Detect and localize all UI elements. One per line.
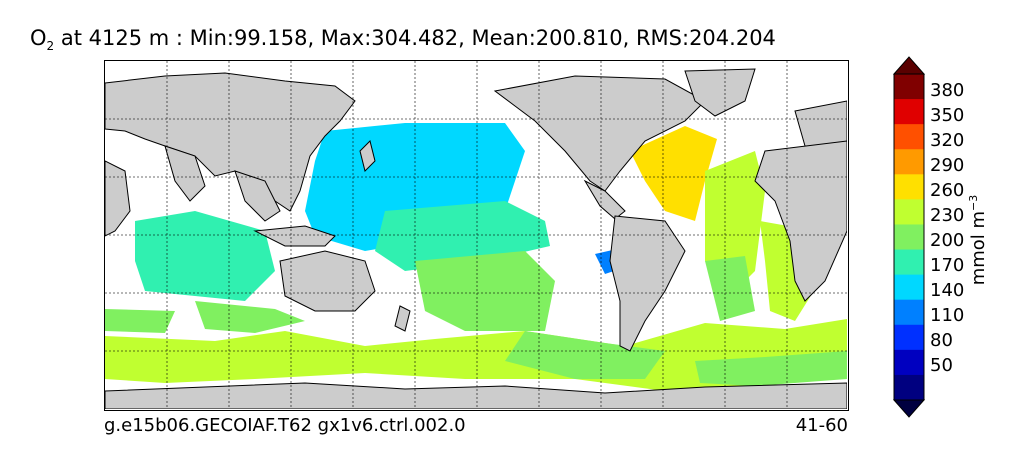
colorbar — [892, 56, 926, 418]
colorbar-block — [894, 249, 924, 276]
colorbar-tick-label: 230 — [930, 204, 965, 226]
graticule — [105, 61, 847, 409]
colorbar-block — [894, 149, 924, 175]
colorbar-tick-label: 320 — [930, 129, 965, 151]
colorbar-tick-label: 380 — [930, 79, 965, 101]
colorbar-tick-label: 170 — [930, 255, 965, 277]
land-africa — [754, 140, 847, 302]
ocean-field-southern-patch-a — [505, 331, 665, 379]
land-eurasia — [105, 72, 356, 212]
ocean-field-south-pacific — [415, 251, 555, 331]
year-range-caption: 41-60 — [795, 415, 848, 436]
ocean-field-southern-band — [105, 319, 847, 391]
land-new-zealand — [394, 305, 411, 332]
colorbar-block — [894, 324, 924, 351]
colorbar-extend-max — [892, 56, 926, 75]
land-north-america — [493, 75, 706, 192]
land-japan — [359, 140, 376, 172]
colorbar-unit-label: mmol m−3 — [967, 195, 989, 286]
colorbar-blocks — [892, 56, 926, 418]
colorbar-block — [894, 374, 924, 401]
land-south-america — [609, 215, 686, 352]
colorbar-block — [894, 124, 924, 150]
colorbar-block — [894, 74, 924, 100]
ocean-field-southern-patch-b — [695, 351, 847, 386]
colorbar-block — [894, 199, 924, 225]
colorbar-tick-label: 350 — [930, 104, 965, 126]
map-panel — [104, 60, 849, 411]
title-stats: at 4125 m : Min:99.158, Max:304.482, Mea… — [54, 26, 776, 50]
ocean-field-south-atlantic-central — [705, 256, 755, 321]
colorbar-block — [894, 99, 924, 125]
unit-exponent: −3 — [967, 194, 980, 211]
unit-main: mmol m — [968, 210, 989, 286]
colorbar-tick-label: 140 — [930, 280, 965, 302]
land-indonesia — [253, 225, 336, 247]
ocean-field-southern-patch-c — [105, 309, 175, 333]
land-antarctica — [105, 382, 847, 409]
colorbar-tick-label: 110 — [930, 305, 965, 327]
colorbar-tick-label: 290 — [930, 154, 965, 176]
land-india — [164, 145, 206, 202]
colorbar-block — [894, 174, 924, 200]
ocean-field-north-atlantic-high — [630, 126, 717, 221]
colorbar-tick-label: 80 — [930, 330, 953, 352]
map-title: O2 at 4125 m : Min:99.158, Max:304.482, … — [30, 26, 776, 53]
land-layer — [105, 68, 847, 409]
land-africa-east — [105, 160, 131, 237]
colorbar-block — [894, 274, 924, 301]
colorbar-tick-label: 50 — [930, 355, 953, 377]
land-central-america — [583, 179, 626, 220]
colorbar-block — [894, 349, 924, 376]
ocean-field-indian-south — [195, 301, 305, 333]
colorbar-block — [894, 299, 924, 326]
ocean-field-layer — [105, 123, 847, 391]
title-species: O — [30, 26, 47, 50]
land-australia — [279, 250, 376, 312]
ocean-field-indian-ocean — [135, 211, 275, 301]
colorbar-tick-label: 260 — [930, 179, 965, 201]
colorbar-tick-label: 200 — [930, 230, 965, 251]
land-greenland — [684, 68, 756, 117]
map-canvas — [105, 61, 847, 409]
run-id-caption: g.e15b06.GECOIAF.T62 gx1v6.ctrl.002.0 — [104, 415, 466, 436]
land-se-asia — [234, 170, 281, 222]
colorbar-extend-min — [892, 399, 926, 418]
title-species-subscript: 2 — [46, 39, 55, 54]
colorbar-block — [894, 224, 924, 251]
